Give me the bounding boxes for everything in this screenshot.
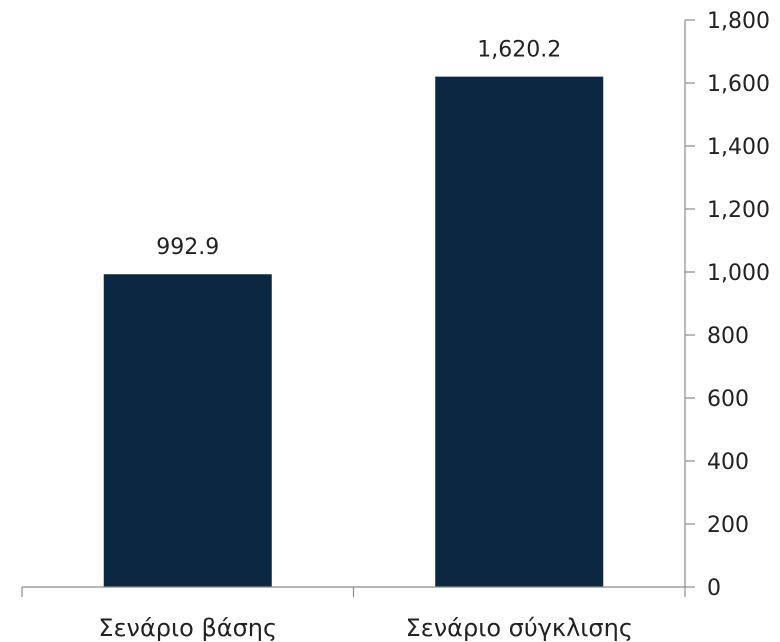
y-tick-label: 1,200 (707, 198, 770, 223)
x-category-label-1: Σενάριο βάσης (98, 614, 277, 642)
y-tick-label: 1,400 (707, 135, 770, 160)
data-label-2: 1,620.2 (477, 38, 561, 63)
y-tick-label: 200 (707, 513, 749, 538)
y-tick-label: 0 (707, 576, 721, 601)
y-tick-label: 1,800 (707, 9, 770, 34)
data-label-1: 992.9 (156, 235, 219, 260)
y-tick-label: 1,600 (707, 72, 770, 97)
y-tick-label: 600 (707, 387, 749, 412)
y-tick-label: 800 (707, 324, 749, 349)
y-tick-label: 1,000 (707, 261, 770, 286)
bar-2 (435, 76, 604, 588)
y-tick-label: 400 (707, 450, 749, 475)
axes-layer (21, 20, 686, 597)
bar-1 (103, 274, 272, 587)
y-axis-ticks: 0 200 400 600 800 1,000 1,200 1,400 1,600 1,800 (685, 9, 770, 601)
data-labels-layer: 992.9 1,620.2 (156, 38, 561, 261)
x-axis-categories: Σενάριο βάσης Σενάριο σύγκλισης (98, 614, 633, 642)
x-category-label-2: Σενάριο σύγκλισης (406, 614, 633, 642)
bars-layer (103, 76, 604, 588)
